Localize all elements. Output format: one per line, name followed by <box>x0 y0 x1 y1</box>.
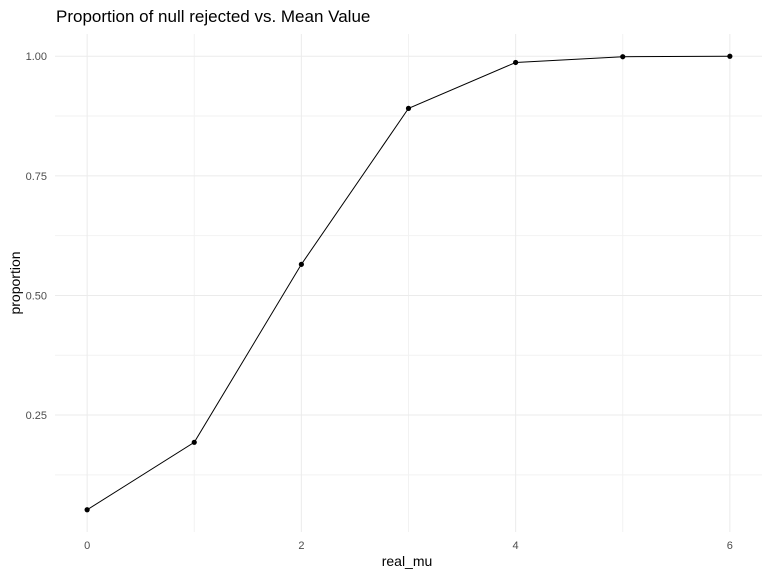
data-point <box>620 54 626 60</box>
x-axis-ticks: 0 2 4 6 <box>84 540 733 552</box>
y-axis-title: proportion <box>7 251 23 314</box>
data-point <box>84 507 90 513</box>
data-point <box>405 105 412 111</box>
x-tick-label: 4 <box>513 540 519 552</box>
data-point <box>727 53 733 59</box>
data-point <box>513 59 519 66</box>
x-tick-label: 6 <box>727 540 733 552</box>
x-axis-title: real_mu <box>382 553 433 569</box>
chart-title: Proportion of null rejected vs. Mean Val… <box>56 7 370 26</box>
y-tick-label: 1.00 <box>26 51 47 63</box>
x-tick-label: 2 <box>298 540 304 552</box>
y-tick-label: 0.50 <box>26 290 47 302</box>
x-tick-label: 0 <box>84 540 90 552</box>
data-point <box>191 439 197 445</box>
series-line <box>84 53 733 513</box>
y-tick-label: 0.25 <box>26 410 47 422</box>
grid <box>55 34 762 532</box>
data-point <box>298 261 304 267</box>
y-axis-ticks: 0.25 0.50 0.75 1.00 <box>26 51 47 422</box>
y-tick-label: 0.75 <box>26 171 47 183</box>
